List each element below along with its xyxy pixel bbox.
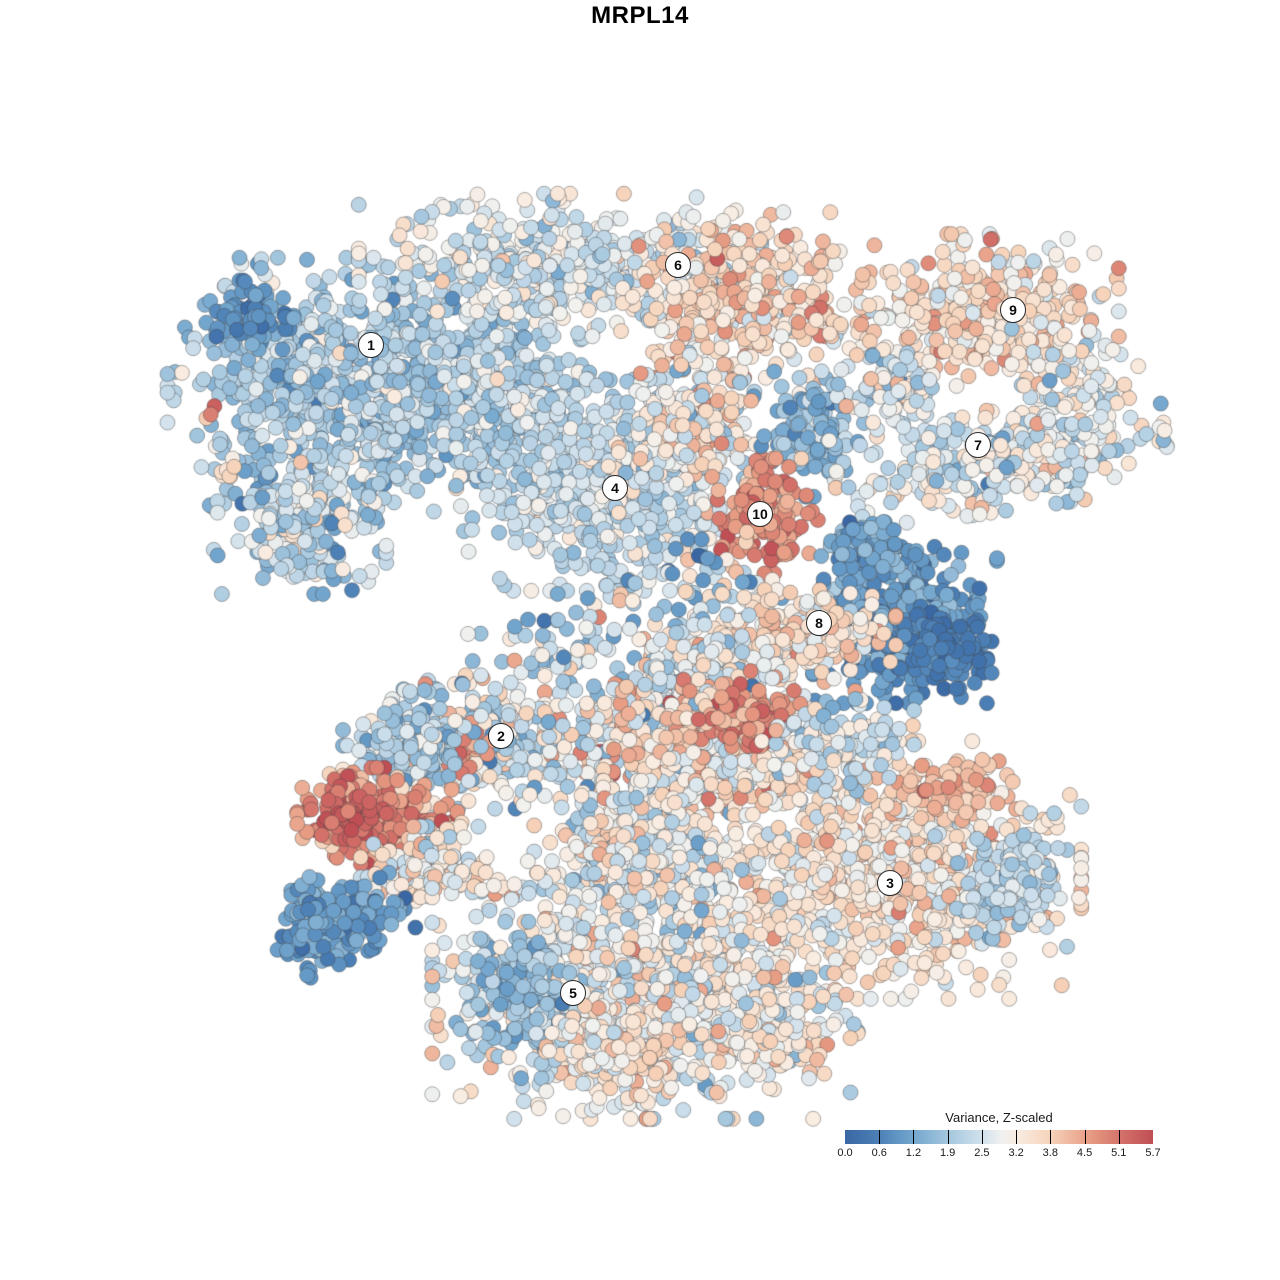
legend-tick-label: 4.5: [1076, 1147, 1093, 1159]
legend-colorbar: [845, 1130, 1153, 1144]
legend-tickline: [1118, 1130, 1120, 1144]
legend-tick-labels: 0.0 0.6 1.2 1.9 2.5 3.2 3.8 4.5 5.1 5.7: [837, 1147, 1160, 1163]
legend-tick-label: 1.9: [940, 1147, 956, 1159]
cluster-label-2: 2: [488, 723, 514, 749]
color-legend: Variance, Z-scaled 0.0 0.6 1.2 1.9 2.5 3.2 3.8…: [837, 1110, 1160, 1163]
cluster-label-10: 10: [747, 501, 773, 527]
cluster-label-9: 9: [1000, 297, 1026, 323]
legend-tickline: [1084, 1130, 1086, 1144]
cluster-label-5: 5: [560, 980, 586, 1006]
legend-tickline: [1050, 1130, 1052, 1144]
legend-tick-label: 1.2: [905, 1147, 922, 1159]
legend-tickline: [879, 1130, 881, 1144]
cluster-label-7: 7: [965, 432, 991, 458]
legend-tick-label: 5.1: [1111, 1147, 1127, 1159]
legend-tick-label: 0.0: [837, 1147, 853, 1159]
legend-tick-label: 3.8: [1042, 1147, 1058, 1159]
legend-tickline: [913, 1130, 915, 1144]
legend-tickline: [1016, 1130, 1018, 1144]
cluster-label-1: 1: [358, 332, 384, 358]
legend-tick-label: 0.6: [871, 1147, 887, 1159]
legend-title: Variance, Z-scaled: [945, 1110, 1053, 1125]
cluster-label-6: 6: [665, 252, 691, 278]
legend-tick-label: 2.5: [974, 1147, 990, 1159]
legend-tickline: [947, 1130, 949, 1144]
legend-tickline: [981, 1130, 983, 1144]
cluster-label-4: 4: [602, 475, 628, 501]
cluster-label-3: 3: [877, 870, 903, 896]
legend-tick-label: 3.2: [1008, 1147, 1024, 1159]
legend-tick-label: 5.7: [1145, 1147, 1161, 1159]
cluster-label-8: 8: [806, 610, 832, 636]
